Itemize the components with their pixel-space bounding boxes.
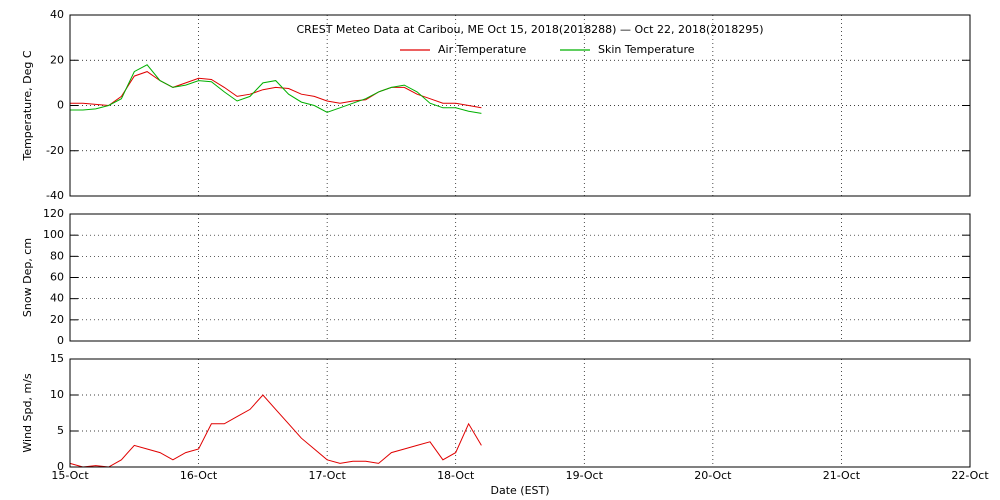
legend-label: Air Temperature: [438, 43, 527, 56]
y-tick-label: 10: [50, 388, 64, 401]
y-tick-label: 20: [50, 313, 64, 326]
x-axis-label: Date (EST): [490, 484, 549, 497]
legend-label: Skin Temperature: [598, 43, 695, 56]
y-tick-label: 40: [50, 292, 64, 305]
y-tick-label: 0: [57, 334, 64, 347]
x-tick-label: 16-Oct: [180, 469, 218, 482]
y-tick-label: 0: [57, 99, 64, 112]
x-tick-label: 18-Oct: [437, 469, 475, 482]
x-tick-label: 19-Oct: [566, 469, 604, 482]
y-tick-label: 120: [43, 207, 64, 220]
data-line: [70, 64, 482, 114]
plot-frame: [69, 358, 971, 468]
data-line: [70, 71, 482, 109]
y-tick-label: 100: [43, 228, 64, 241]
y-tick-label: 60: [50, 271, 64, 284]
y-tick-label: -40: [46, 189, 64, 202]
y-tick-label: 15: [50, 352, 64, 365]
plot-frame: [69, 14, 971, 197]
plot-frame: [69, 213, 971, 342]
x-tick-label: 20-Oct: [694, 469, 732, 482]
y-tick-label: -20: [46, 144, 64, 157]
y-axis-label: Temperature, Deg C: [21, 50, 34, 161]
x-tick-label: 15-Oct: [51, 469, 89, 482]
data-line: [69, 394, 482, 468]
y-tick-label: 5: [57, 424, 64, 437]
x-tick-label: 22-Oct: [951, 469, 989, 482]
y-axis-label: Wind Spd, m/s: [21, 373, 34, 453]
x-tick-label: 21-Oct: [823, 469, 861, 482]
x-tick-label: 17-Oct: [308, 469, 346, 482]
y-tick-label: 20: [50, 53, 64, 66]
y-tick-label: 40: [50, 8, 64, 21]
y-axis-label: Snow Dep, cm: [21, 238, 34, 317]
chart-title: CREST Meteo Data at Caribou, ME Oct 15, …: [296, 23, 763, 36]
y-tick-label: 80: [50, 249, 64, 262]
y-tick-label: 0: [57, 460, 64, 473]
